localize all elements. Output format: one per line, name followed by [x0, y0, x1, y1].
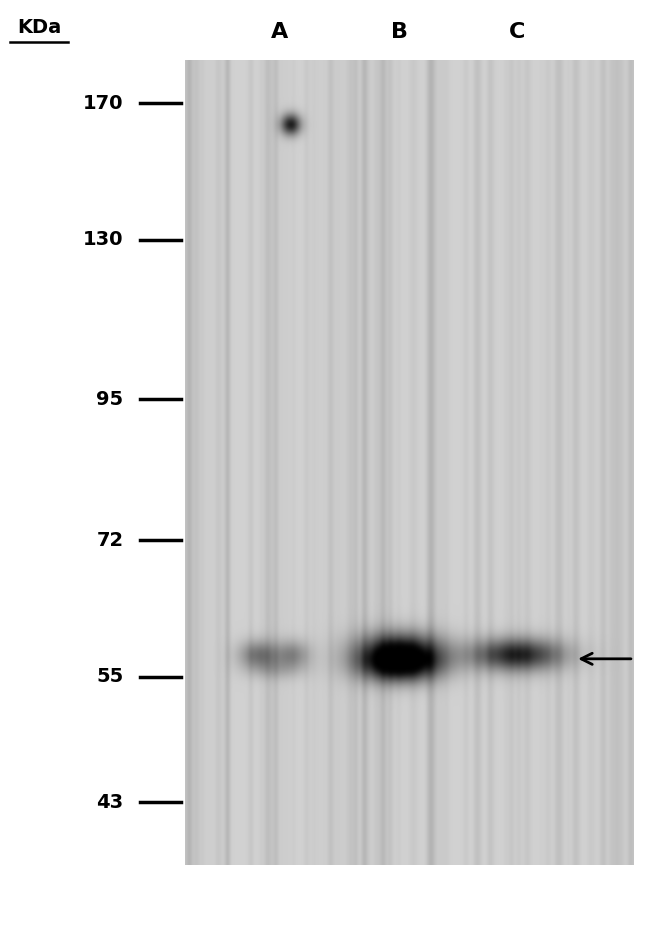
Text: 170: 170	[83, 94, 124, 113]
Text: C: C	[508, 21, 525, 42]
Text: A: A	[271, 21, 288, 42]
Text: 72: 72	[96, 531, 124, 550]
Text: 55: 55	[96, 668, 124, 686]
Text: 43: 43	[96, 792, 124, 812]
Text: 95: 95	[96, 390, 124, 408]
Text: KDa: KDa	[17, 19, 61, 37]
Text: B: B	[391, 21, 408, 42]
Text: 130: 130	[83, 231, 124, 249]
